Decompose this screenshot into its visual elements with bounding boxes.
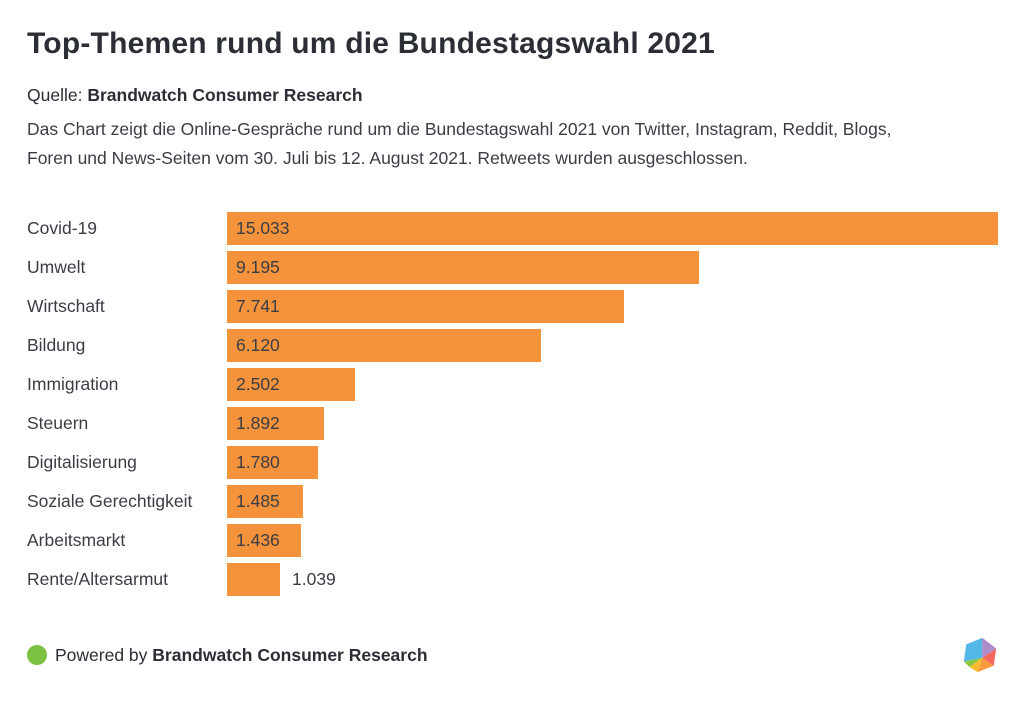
bar: 15.033 bbox=[227, 212, 998, 245]
bar: 6.120 bbox=[227, 329, 541, 362]
source-name: Brandwatch Consumer Research bbox=[87, 85, 363, 105]
logo-facet-red bbox=[982, 648, 997, 666]
chart-row: Immigration 2.502 bbox=[27, 368, 998, 401]
value-label: 7.741 bbox=[236, 296, 280, 316]
category-label: Rente/Altersarmut bbox=[27, 569, 169, 589]
logo-facet-yellow bbox=[969, 657, 983, 673]
category-label: Bildung bbox=[27, 335, 86, 355]
chart-row: Arbeitsmarkt 1.436 bbox=[27, 524, 998, 557]
description-line-1: Das Chart zeigt die Online-Gespräche run… bbox=[27, 119, 892, 139]
bar: 7.741 bbox=[227, 290, 624, 323]
logo-facet-green bbox=[963, 657, 983, 667]
value-label: 1.436 bbox=[236, 530, 280, 550]
chart-row: Soziale Gerechtigkeit 1.485 bbox=[27, 485, 998, 518]
source-prefix: Quelle: bbox=[27, 85, 83, 105]
brandwatch-hexagon-logo-icon bbox=[963, 637, 997, 673]
footer: Powered by Brandwatch Consumer Research bbox=[27, 636, 998, 674]
chart-row: Steuern 1.892 bbox=[27, 407, 998, 440]
value-label: 15.033 bbox=[236, 218, 290, 238]
page-title: Top-Themen rund um die Bundestagswahl 20… bbox=[27, 27, 715, 60]
category-label: Umwelt bbox=[27, 257, 86, 277]
bar: 1.892 bbox=[227, 407, 324, 440]
chart-row: Wirtschaft 7.741 bbox=[27, 290, 998, 323]
category-label: Immigration bbox=[27, 374, 119, 394]
bar: 1.485 bbox=[227, 485, 303, 518]
value-label: 1.780 bbox=[236, 452, 280, 472]
category-label: Digitalisierung bbox=[27, 452, 137, 472]
value-label: 1.039 bbox=[292, 569, 336, 589]
value-label: 1.485 bbox=[236, 491, 280, 511]
powered-by-text: Powered by Brandwatch Consumer Research bbox=[55, 645, 428, 666]
chart-row: Bildung 6.120 bbox=[27, 329, 998, 362]
bar: 1.780 bbox=[227, 446, 318, 479]
chart-rows: Covid-19 15.033 Umwelt 9.195 Wirtschaft 7.741… bbox=[27, 212, 998, 596]
value-label: 9.195 bbox=[236, 257, 280, 277]
category-label: Wirtschaft bbox=[27, 296, 105, 316]
bar: 9.195 bbox=[227, 251, 699, 284]
logo-facet-orange bbox=[977, 657, 994, 673]
value-label: 2.502 bbox=[236, 374, 280, 394]
description-line-2: Foren und News-Seiten vom 30. Juli bis 1… bbox=[27, 147, 748, 168]
chart-row: Umwelt 9.195 bbox=[27, 251, 998, 284]
category-label: Soziale Gerechtigkeit bbox=[27, 491, 193, 511]
category-label: Arbeitsmarkt bbox=[27, 530, 126, 550]
chart-row: Rente/Altersarmut 1.039 bbox=[27, 563, 998, 596]
logo-facet-purple bbox=[982, 637, 997, 658]
logo-facet-blue bbox=[963, 637, 983, 662]
chart-row: Digitalisierung 1.780 bbox=[27, 446, 998, 479]
brand-dot-icon bbox=[27, 645, 47, 665]
bar: 1.436 bbox=[227, 524, 301, 557]
source-line: Quelle: Brandwatch Consumer Research bbox=[27, 84, 998, 106]
chart-row: Covid-19 15.033 bbox=[27, 212, 998, 245]
value-label: 6.120 bbox=[236, 335, 280, 355]
value-label: 1.892 bbox=[236, 413, 280, 433]
bar bbox=[227, 563, 280, 596]
category-label: Steuern bbox=[27, 413, 89, 433]
powered-by-prefix: Powered by bbox=[55, 644, 148, 665]
bar-chart: Covid-19 15.033 Umwelt 9.195 Wirtschaft 7.741… bbox=[27, 212, 998, 596]
category-label: Covid-19 bbox=[27, 218, 98, 238]
chart-description: Das Chart zeigt die Online-Gespräche run… bbox=[27, 115, 998, 172]
bar: 2.502 bbox=[227, 368, 355, 401]
powered-by-name: Brandwatch Consumer Research bbox=[152, 644, 428, 665]
